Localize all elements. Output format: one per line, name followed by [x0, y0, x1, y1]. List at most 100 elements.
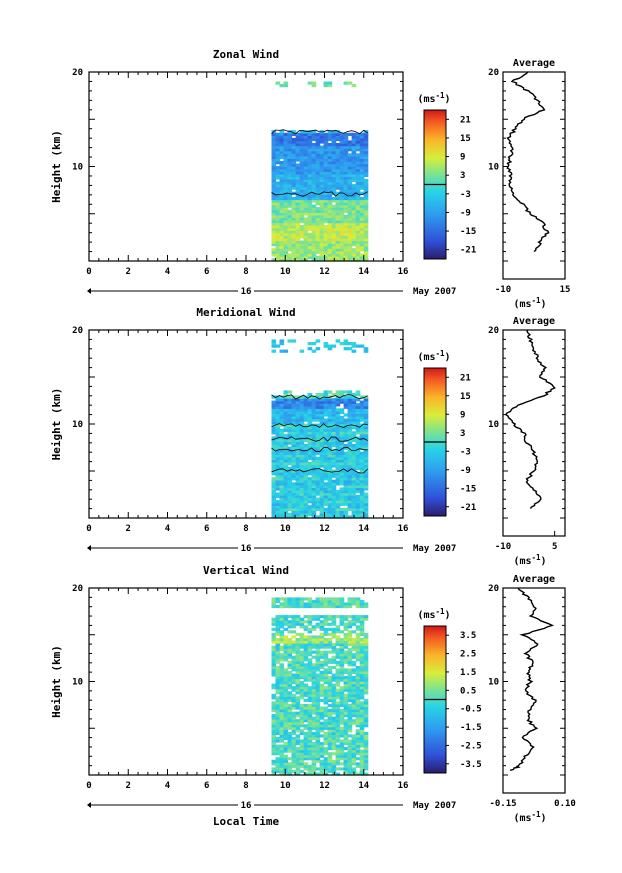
average-profile: Average1020-10 15(ms-1): [488, 58, 570, 310]
heatmap-cell: [324, 686, 329, 689]
average-x-tick-label: -0.15: [489, 799, 516, 809]
heatmap-cell: [304, 732, 309, 735]
heatmap-cell: [348, 82, 353, 85]
heatmap-cell: [332, 674, 337, 677]
heatmap-cell: [336, 745, 341, 748]
heatmap-cell: [308, 704, 313, 707]
colorbar: (ms-1)3.52.51.50.5-0.5-1.5-2.5-3.5: [417, 607, 481, 773]
heatmap-cell: [364, 732, 369, 735]
heatmap-cell: [304, 625, 309, 628]
heatmap-cell: [352, 734, 357, 737]
heatmap-cell: [328, 752, 333, 755]
date-label: 16: [241, 287, 252, 297]
heatmap-cell: [324, 757, 329, 760]
heatmap-cell: [320, 734, 325, 737]
average-profile: Average1020-10 5(ms-1): [488, 316, 565, 567]
heatmap-cell: [288, 671, 293, 674]
heatmap-cell: [324, 732, 329, 735]
heatmap-cell: [292, 656, 297, 659]
x-tick-label: 14: [358, 267, 369, 277]
heatmap-cell: [300, 597, 305, 600]
heatmap-cell: [280, 597, 285, 600]
heatmap-cell: [364, 699, 369, 702]
x-tick-label: 16: [398, 781, 409, 791]
date-line-start-marker: [87, 288, 91, 294]
heatmap-cell: [272, 760, 277, 763]
heatmap-cell: [296, 712, 301, 715]
y-tick-label: 20: [72, 326, 83, 336]
heatmap-cell: [296, 696, 301, 699]
colorbar: (ms-1)211593-3-9-15-21: [417, 349, 476, 516]
heatmap-cell: [292, 712, 297, 715]
heatmap-cell: [276, 166, 281, 169]
average-x-axis-label: (ms-1): [513, 810, 546, 824]
x-tick-label: 14: [358, 781, 369, 791]
heatmap-cell: [292, 635, 297, 638]
heatmap-cell: [328, 676, 333, 679]
heatmap-cell: [284, 434, 289, 437]
heatmap-cell: [356, 597, 361, 600]
x-tick-label: 12: [319, 781, 330, 791]
heatmap-cell: [324, 668, 329, 671]
colorbar-tick-label: 21: [460, 373, 471, 383]
heatmap-cell: [296, 164, 301, 167]
heatmap-cell: [324, 133, 329, 136]
x-tick-label: 2: [126, 781, 131, 791]
heatmap-cell: [348, 704, 353, 707]
heatmap: [272, 597, 369, 775]
heatmap-cell: [360, 615, 365, 618]
x-tick-label: 16: [398, 524, 409, 534]
heatmap-cell: [312, 143, 317, 146]
heatmap-cell: [272, 339, 277, 342]
heatmap-cell: [340, 408, 345, 411]
heatmap-cell: [348, 597, 353, 600]
heatmap-cell: [276, 696, 281, 699]
heatmap-cell: [344, 615, 349, 618]
heatmap-cell: [312, 205, 317, 208]
average-profile-line: [510, 588, 552, 770]
heatmap-cell: [336, 390, 341, 393]
heatmap-cell: [324, 747, 329, 750]
heatmap-cell: [352, 668, 357, 671]
panel-title: Vertical Wind: [203, 564, 289, 577]
heatmap-cell: [340, 762, 345, 765]
heatmap-cell: [276, 605, 281, 608]
date-line-start-marker: [87, 545, 91, 551]
heatmap-cell: [284, 668, 289, 671]
heatmap-cell: [300, 651, 305, 654]
heatmap-cell: [292, 615, 297, 618]
heatmap-cell: [352, 638, 357, 641]
heatmap-cell: [360, 600, 365, 603]
date-axis: 16 May 2007: [87, 285, 456, 297]
heatmap-cell: [280, 350, 285, 353]
heatmap-cell: [332, 205, 337, 208]
heatmap-cell: [352, 133, 357, 136]
heatmap-cell: [304, 615, 309, 618]
heatmap-cell: [272, 350, 277, 353]
heatmap-cell: [272, 401, 277, 404]
heatmap-cell: [364, 615, 369, 618]
heatmap-cell: [320, 661, 325, 664]
heatmap-cell: [336, 408, 341, 411]
heatmap-cell: [336, 661, 341, 664]
heatmap-cell: [292, 674, 297, 677]
heatmap-cell: [304, 724, 309, 727]
heatmap-cell: [320, 742, 325, 745]
x-tick-label: 10: [280, 781, 291, 791]
heatmap-cell: [276, 493, 281, 496]
heatmap-cell: [308, 342, 313, 345]
heatmap-cell: [348, 620, 353, 623]
heatmap-cell: [332, 752, 337, 755]
heatmap-cell: [320, 633, 325, 636]
heatmap-cell: [344, 215, 349, 218]
heatmap-cell: [280, 602, 285, 605]
date-label: 16: [241, 544, 252, 554]
heatmap: [272, 82, 369, 262]
colorbar-tick-label: 0.5: [460, 686, 476, 696]
colorbar-unit: (ms-1): [417, 607, 450, 621]
heatmap-cell: [288, 253, 293, 256]
colorbar-unit: (ms-1): [417, 349, 450, 363]
heatmap-cell: [304, 704, 309, 707]
average-title: Average: [513, 316, 555, 327]
